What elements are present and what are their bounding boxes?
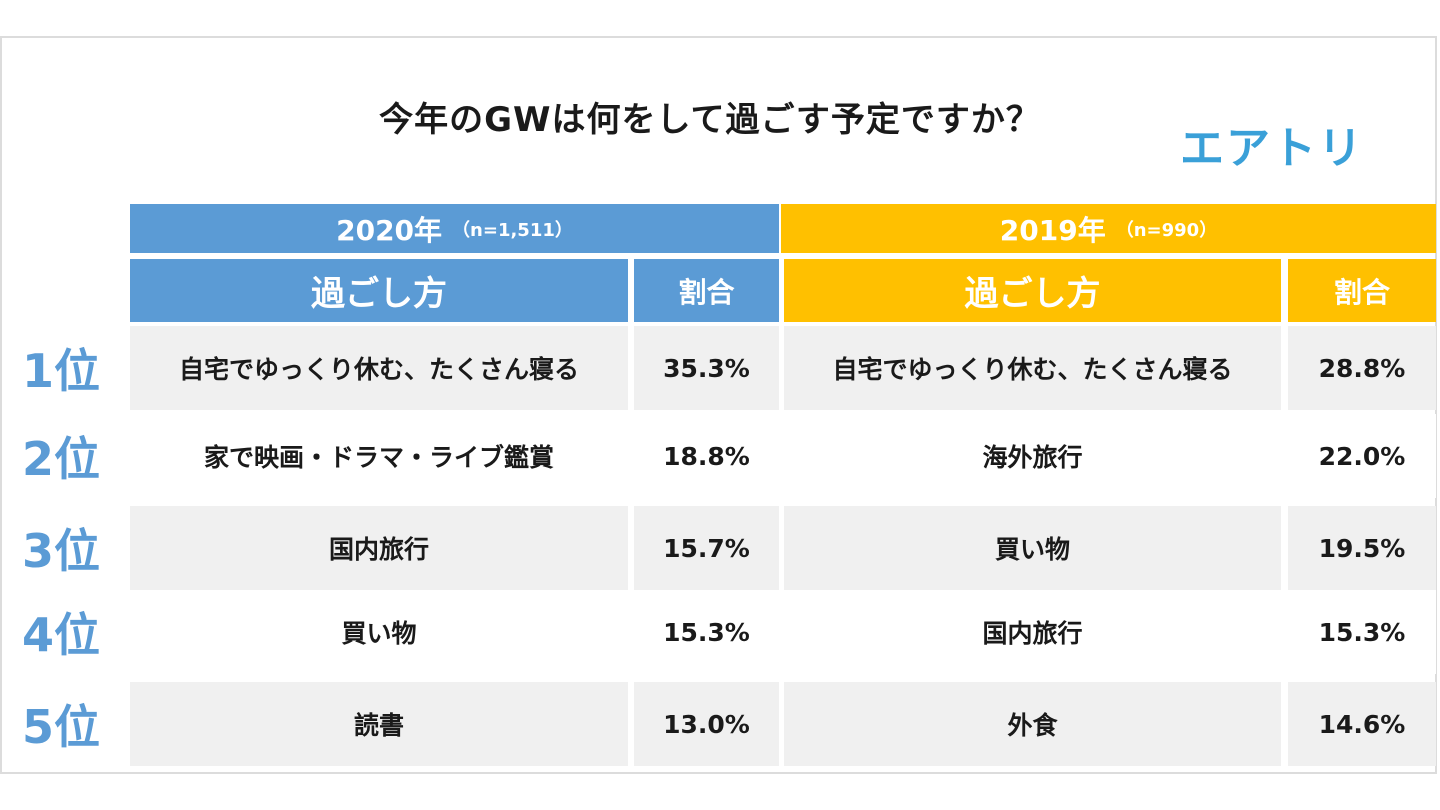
rank-label: 5位: [22, 700, 101, 754]
cell-method-2020: 自宅でゆっくり休む、たくさん寝る: [130, 326, 628, 410]
cell-ratio-2020: 35.3%: [634, 326, 779, 410]
cell-ratio-2019: 19.5%: [1288, 506, 1436, 590]
year-label-2019: 2019年: [999, 213, 1106, 247]
rank-label: 4位: [22, 608, 101, 662]
rank-label: 2位: [22, 432, 101, 486]
cell-ratio-2019: 15.3%: [1288, 590, 1436, 674]
cell-method-2019: 国内旅行: [784, 590, 1281, 674]
cell-ratio-2020: 13.0%: [634, 682, 779, 766]
cell-ratio-2020: 18.8%: [634, 414, 779, 498]
column-header-ratio-2019: 割合: [1288, 259, 1436, 322]
rank-label: 3位: [22, 524, 101, 578]
cell-method-2019: 自宅でゆっくり休む、たくさん寝る: [784, 326, 1281, 410]
cell-ratio-2019: 28.8%: [1288, 326, 1436, 410]
year-header-2020: 2020年 （n=1,511）: [130, 204, 779, 253]
cell-method-2019: 買い物: [784, 506, 1281, 590]
cell-method-2020: 国内旅行: [130, 506, 628, 590]
cell-method-2019: 海外旅行: [784, 414, 1281, 498]
column-header-ratio-2020: 割合: [634, 259, 779, 322]
cell-method-2020: 読書: [130, 682, 628, 766]
cell-ratio-2019: 22.0%: [1288, 414, 1436, 498]
year-header-2019: 2019年 （n=990）: [781, 204, 1436, 253]
column-header-method-2020: 過ごし方: [130, 259, 628, 322]
sample-size-2020: （n=1,511）: [452, 219, 573, 241]
brand-logo: エアトリ: [1180, 123, 1364, 174]
sample-size-2019: （n=990）: [1115, 219, 1218, 241]
rank-label: 1位: [22, 344, 101, 398]
column-header-method-2019: 過ごし方: [784, 259, 1281, 322]
cell-ratio-2020: 15.3%: [634, 590, 779, 674]
cell-method-2020: 買い物: [130, 590, 628, 674]
cell-ratio-2019: 14.6%: [1288, 682, 1436, 766]
cell-ratio-2020: 15.7%: [634, 506, 779, 590]
cell-method-2020: 家で映画・ドラマ・ライブ鑑賞: [130, 414, 628, 498]
chart-title: 今年のGWは何をして過ごす予定ですか？: [379, 100, 1041, 140]
year-label-2020: 2020年: [336, 213, 443, 247]
cell-method-2019: 外食: [784, 682, 1281, 766]
